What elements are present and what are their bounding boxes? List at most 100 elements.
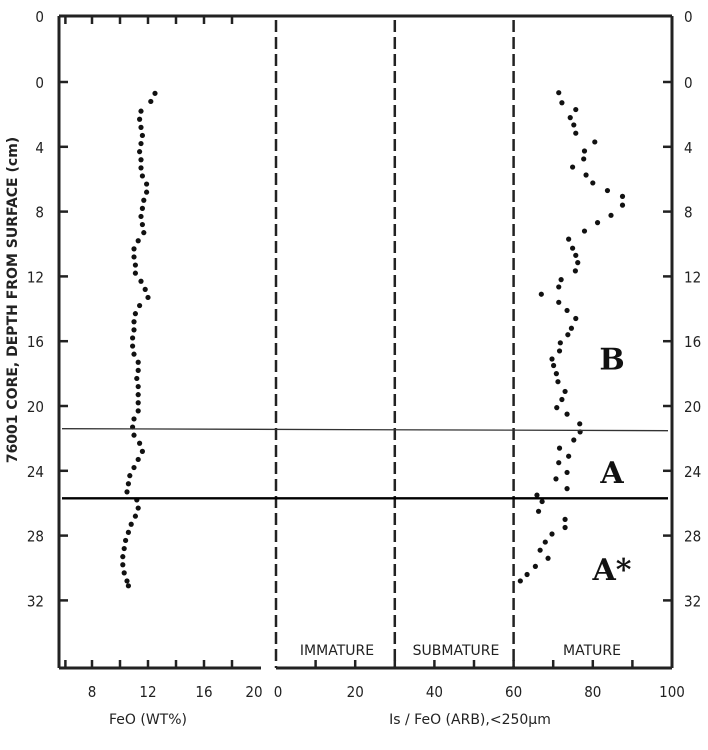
- feo-point: [135, 359, 141, 365]
- feo-point: [144, 181, 150, 187]
- maturity-point: [567, 115, 573, 121]
- feo-point: [125, 481, 131, 487]
- y-tick-label-left: 0: [35, 74, 44, 92]
- feo-point: [137, 440, 143, 446]
- x-tick-label-right: 0: [274, 683, 283, 701]
- maturity-point: [556, 445, 563, 451]
- feo-point: [120, 554, 126, 560]
- axis-ticks: [59, 16, 672, 668]
- maturity-point: [559, 100, 565, 106]
- x-tick-label-left: 20: [245, 683, 262, 701]
- maturity-point: [577, 421, 583, 427]
- maturity-point: [550, 362, 557, 369]
- feo-point: [139, 132, 145, 139]
- maturity-point: [549, 356, 555, 362]
- maturity-point: [553, 476, 559, 482]
- maturity-point: [594, 220, 601, 226]
- maturity-point: [556, 348, 563, 354]
- feo-point: [137, 116, 143, 122]
- feo-point: [132, 311, 138, 317]
- feo-point: [131, 351, 137, 357]
- y-tick-label-right: 12: [684, 268, 701, 286]
- feo-point: [130, 335, 136, 341]
- y-tick-label-left: 16: [27, 333, 44, 351]
- x-tick-label-right: 100: [659, 683, 685, 701]
- feo-point: [138, 165, 144, 171]
- feo-point: [138, 157, 144, 163]
- y-tick-label-right: 28: [684, 528, 701, 546]
- feo-point: [135, 238, 141, 244]
- feo-point: [137, 302, 143, 309]
- maturity-point: [573, 130, 579, 136]
- feo-point: [131, 464, 137, 471]
- maturity-point: [608, 212, 614, 218]
- feo-point: [142, 286, 148, 292]
- x-axis-title-right: Is / FeO (ARB),<250µm: [389, 712, 551, 728]
- maturity-point: [534, 492, 540, 498]
- feo-point: [139, 221, 145, 228]
- maturity-point: [581, 228, 588, 234]
- x-tick-label-right: 60: [505, 683, 522, 701]
- maturity-point: [566, 453, 572, 459]
- feo-point: [138, 124, 144, 130]
- chart-frame: [57, 14, 674, 670]
- feo-point: [138, 278, 144, 284]
- maturity-point: [566, 236, 572, 242]
- maturity-point: [572, 268, 578, 274]
- maturity-point: [562, 388, 568, 395]
- feo-point: [144, 189, 150, 195]
- maturity-point: [565, 332, 571, 338]
- maturity-point: [538, 291, 544, 297]
- y-tick-label-left: 24: [27, 463, 44, 481]
- feo-point: [124, 489, 130, 495]
- feo-point: [131, 327, 137, 333]
- feo-point: [135, 400, 141, 406]
- maturity-point: [532, 563, 538, 569]
- y-tick-label-right: 8: [684, 204, 693, 222]
- unit-boundary-thin: [61, 428, 669, 432]
- feo-point: [131, 319, 137, 325]
- y-tick-label-left: 32: [27, 592, 44, 610]
- y-tick-label-right: 20: [684, 398, 701, 416]
- maturity-point: [619, 202, 626, 208]
- unit-labels: B A A*: [592, 342, 632, 588]
- maturity-point: [592, 139, 598, 145]
- unit-label: A*: [592, 553, 632, 588]
- feo-point: [131, 246, 137, 252]
- feo-point: [135, 392, 141, 398]
- zone-label-mature: MATURE: [563, 643, 621, 659]
- x-tick-label-right: 40: [426, 683, 443, 701]
- maturity-point: [535, 508, 542, 514]
- maturity-point: [564, 411, 570, 417]
- y-top-label-left: 0: [35, 8, 44, 26]
- zone-label-immature: IMMATURE: [300, 643, 374, 659]
- feo-point: [148, 98, 154, 105]
- feo-point: [139, 173, 145, 179]
- feo-point: [125, 529, 131, 535]
- feo-point: [132, 270, 138, 276]
- maturity-point: [556, 284, 562, 290]
- maturity-point: [564, 486, 570, 492]
- maturity-point: [524, 571, 530, 578]
- y-tick-label-right: 24: [684, 463, 701, 481]
- tick-labels: 0 0 0 0 4 4 8 8 12 12 16 16 20 20 24 24 28 28 32 32 8 12 16 20 0…: [27, 8, 701, 701]
- feo-point: [141, 230, 147, 236]
- unit-boundaries: [61, 428, 669, 500]
- feo-point: [145, 294, 151, 301]
- zone-label-submature: SUBMATURE: [413, 643, 500, 659]
- feo-point: [135, 408, 141, 414]
- feo-point: [132, 513, 138, 519]
- maturity-point: [556, 460, 562, 466]
- feo-point: [141, 197, 147, 203]
- y-tick-label-left: 12: [27, 268, 44, 286]
- x-tick-label-left: 16: [195, 683, 212, 701]
- unit-label: A: [599, 456, 624, 491]
- feo-point: [120, 562, 126, 568]
- maturity-point: [545, 555, 551, 561]
- maturity-point: [604, 187, 611, 194]
- maturity-point: [537, 547, 543, 553]
- feo-point: [130, 343, 136, 349]
- maturity-point: [542, 539, 548, 545]
- y-tick-label-right: 4: [684, 139, 693, 157]
